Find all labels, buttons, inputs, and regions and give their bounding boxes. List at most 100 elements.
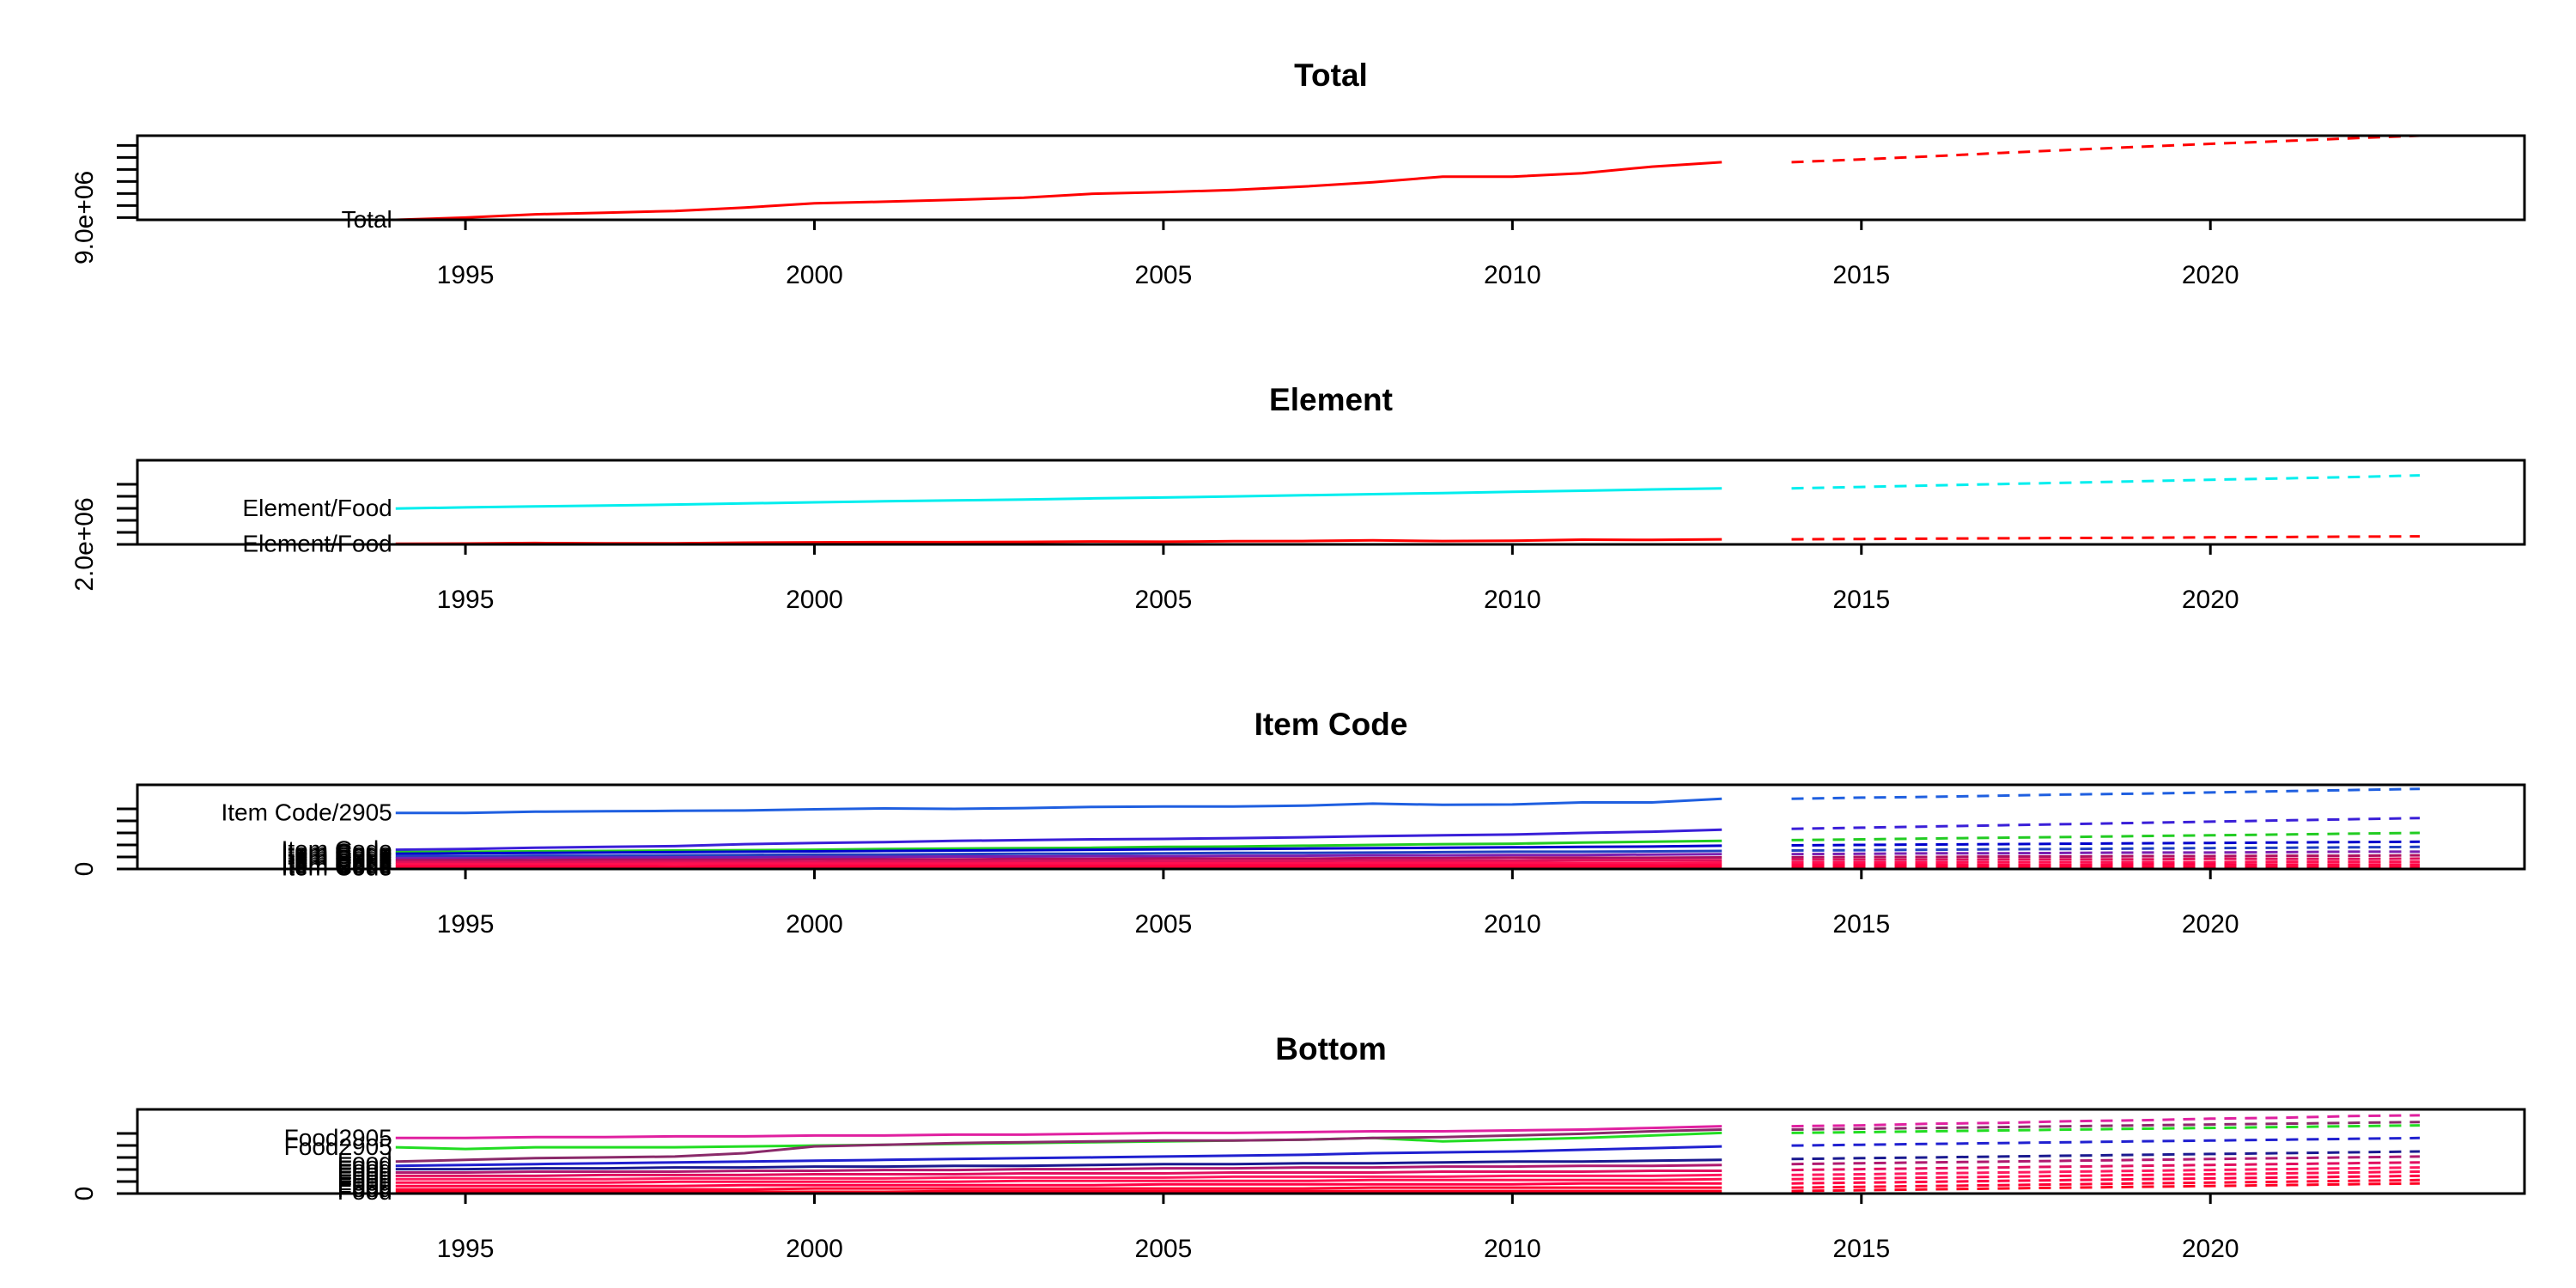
series-forecast-line [1791,136,2421,164]
series-history-line [395,839,1722,854]
x-tick-label: 2005 [1135,261,1193,289]
series-label: Food [337,1156,392,1182]
series-forecast-line [1791,840,2421,847]
series-group [395,1114,2421,1194]
series-label: Item Code [282,836,392,863]
series-forecast-line [1791,817,2421,830]
series-label: Item Code [282,850,392,877]
series-forecast-line [1791,845,2421,852]
series-label: Element/Food [242,495,392,521]
series-forecast-line [1791,854,2421,859]
x-tick-label: 2005 [1135,1235,1193,1263]
x-tick-label: 2020 [2182,261,2239,289]
series-label: Item Code [282,853,392,879]
panel-title: Item Code [1255,707,1408,742]
series-history-line [395,1170,1722,1177]
panel-title: Element [1269,382,1393,417]
series-forecast-line [1791,474,2421,490]
series-label: Item Code [282,844,392,871]
plot-frame [136,783,2526,871]
x-tick-label: 2010 [1484,586,1541,614]
x-tick-label: 1995 [437,910,495,939]
x-tick-label: 2000 [786,910,843,939]
x-tick-label: 2010 [1484,261,1541,289]
series-history-line [395,844,1722,855]
series-history-line [395,1182,1722,1188]
series-forecast-line [1791,1150,2421,1161]
series-history-line [395,1173,1722,1181]
series-label: Item Code/2905 [222,799,392,826]
x-tick-label: 1995 [437,586,495,614]
series-history-line [395,828,1722,852]
x-tick-label: 2010 [1484,910,1541,939]
series-history-line [395,1177,1722,1184]
y-tick-label: 0 [70,862,99,877]
series-history-line [395,161,1722,220]
x-tick-label: 2000 [786,1235,843,1263]
series-history-line [395,1163,1722,1174]
x-tick-label: 2000 [786,586,843,614]
x-tick-label: 2010 [1484,1235,1541,1263]
series-forecast-line [1791,1170,2421,1181]
series-label: Food [337,1178,392,1205]
x-tick-label: 2005 [1135,910,1193,939]
series-label: Item Code [282,848,392,875]
series-history-line [395,856,1722,862]
series-forecast-line [1791,1114,2421,1128]
series-history-line [395,863,1722,868]
plot-frame [136,134,2526,222]
series-group [395,787,2421,869]
plot-frame [136,1108,2526,1195]
x-tick-label: 1995 [437,261,495,289]
series-history-line [395,866,1722,869]
series-forecast-line [1791,857,2421,861]
series-history-line [395,1128,1722,1163]
x-tick-label: 2020 [2182,1235,2239,1263]
series-history-line [395,1145,1722,1168]
x-tick-label: 2015 [1832,910,1890,939]
series-forecast-line [1791,850,2421,856]
series-forecast-line [1791,1182,2421,1193]
series-forecast-line [1791,787,2421,800]
x-tick-label: 2015 [1832,261,1890,289]
x-tick-label: 2020 [2182,910,2239,939]
series-history-line [395,853,1722,860]
series-label: Food [337,1162,392,1188]
series-forecast-line [1791,1121,2421,1131]
series-history-line [395,859,1722,864]
x-tick-label: 2005 [1135,586,1193,614]
series-history-line [395,849,1722,858]
series-group [395,136,2421,220]
series-forecast-line [1791,860,2421,864]
panel-title: Total [1294,58,1368,93]
series-history-line [395,1186,1722,1191]
series-history-line [395,1189,1722,1194]
series-label: Item Code [282,842,392,869]
series-label: Food [337,1169,392,1195]
series-forecast-line [1791,1155,2421,1166]
series-label: Item Code [282,840,392,866]
y-tick-label: 2.0e+06 [70,497,99,591]
series-label: Item Code [282,838,392,865]
series-label: Food [337,1165,392,1192]
series-forecast-line [1791,831,2421,841]
series-label: Food2905 [284,1133,392,1160]
series-history-line [395,797,1722,815]
series-label: Food2905 [284,1124,392,1151]
series-forecast-line [1791,1174,2421,1185]
panel-bottom: BottomFood2905Food2905FoodFoodFoodFoodFo… [70,1031,2526,1263]
series-forecast-line [1791,1136,2421,1147]
x-tick-label: 2000 [786,261,843,289]
x-tick-label: 2015 [1832,1235,1890,1263]
series-forecast-line [1791,1161,2421,1172]
series-label: Food [337,1148,392,1175]
series-history-line [395,861,1722,866]
series-label: Item Code [282,854,392,881]
series-forecast-line [1791,535,2421,541]
y-tick-label: 0 [70,1187,99,1201]
